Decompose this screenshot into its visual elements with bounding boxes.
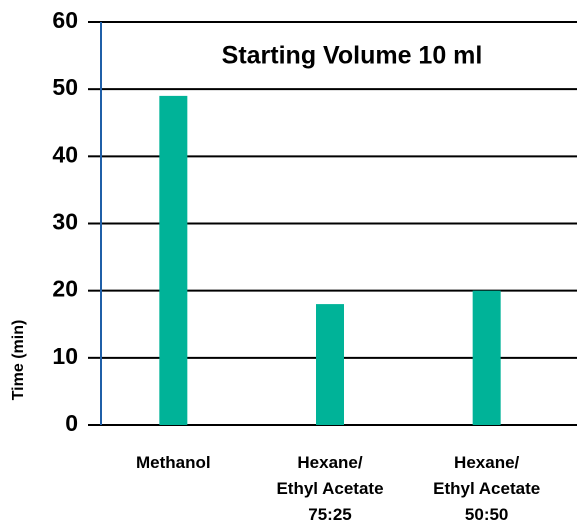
y-axis-label: Time (min) — [10, 320, 27, 401]
y-tick-label: 0 — [65, 410, 78, 436]
bar — [159, 95, 188, 425]
x-tick-label: Methanol — [136, 453, 211, 472]
bar — [472, 290, 501, 425]
y-tick-label: 20 — [52, 276, 78, 302]
y-tick-label: 60 — [52, 7, 78, 33]
y-tick-label: 40 — [52, 141, 78, 167]
x-tick-label: Hexane/ Ethyl Acetate 50:50 — [433, 453, 541, 524]
y-tick-label: 30 — [52, 209, 78, 235]
bar — [316, 304, 344, 425]
chart-title: Starting Volume 10 ml — [222, 42, 483, 70]
x-tick-label: Hexane/ Ethyl Acetate 75:25 — [276, 453, 384, 524]
y-tick-label: 50 — [52, 74, 78, 100]
y-tick-label: 10 — [52, 343, 78, 369]
